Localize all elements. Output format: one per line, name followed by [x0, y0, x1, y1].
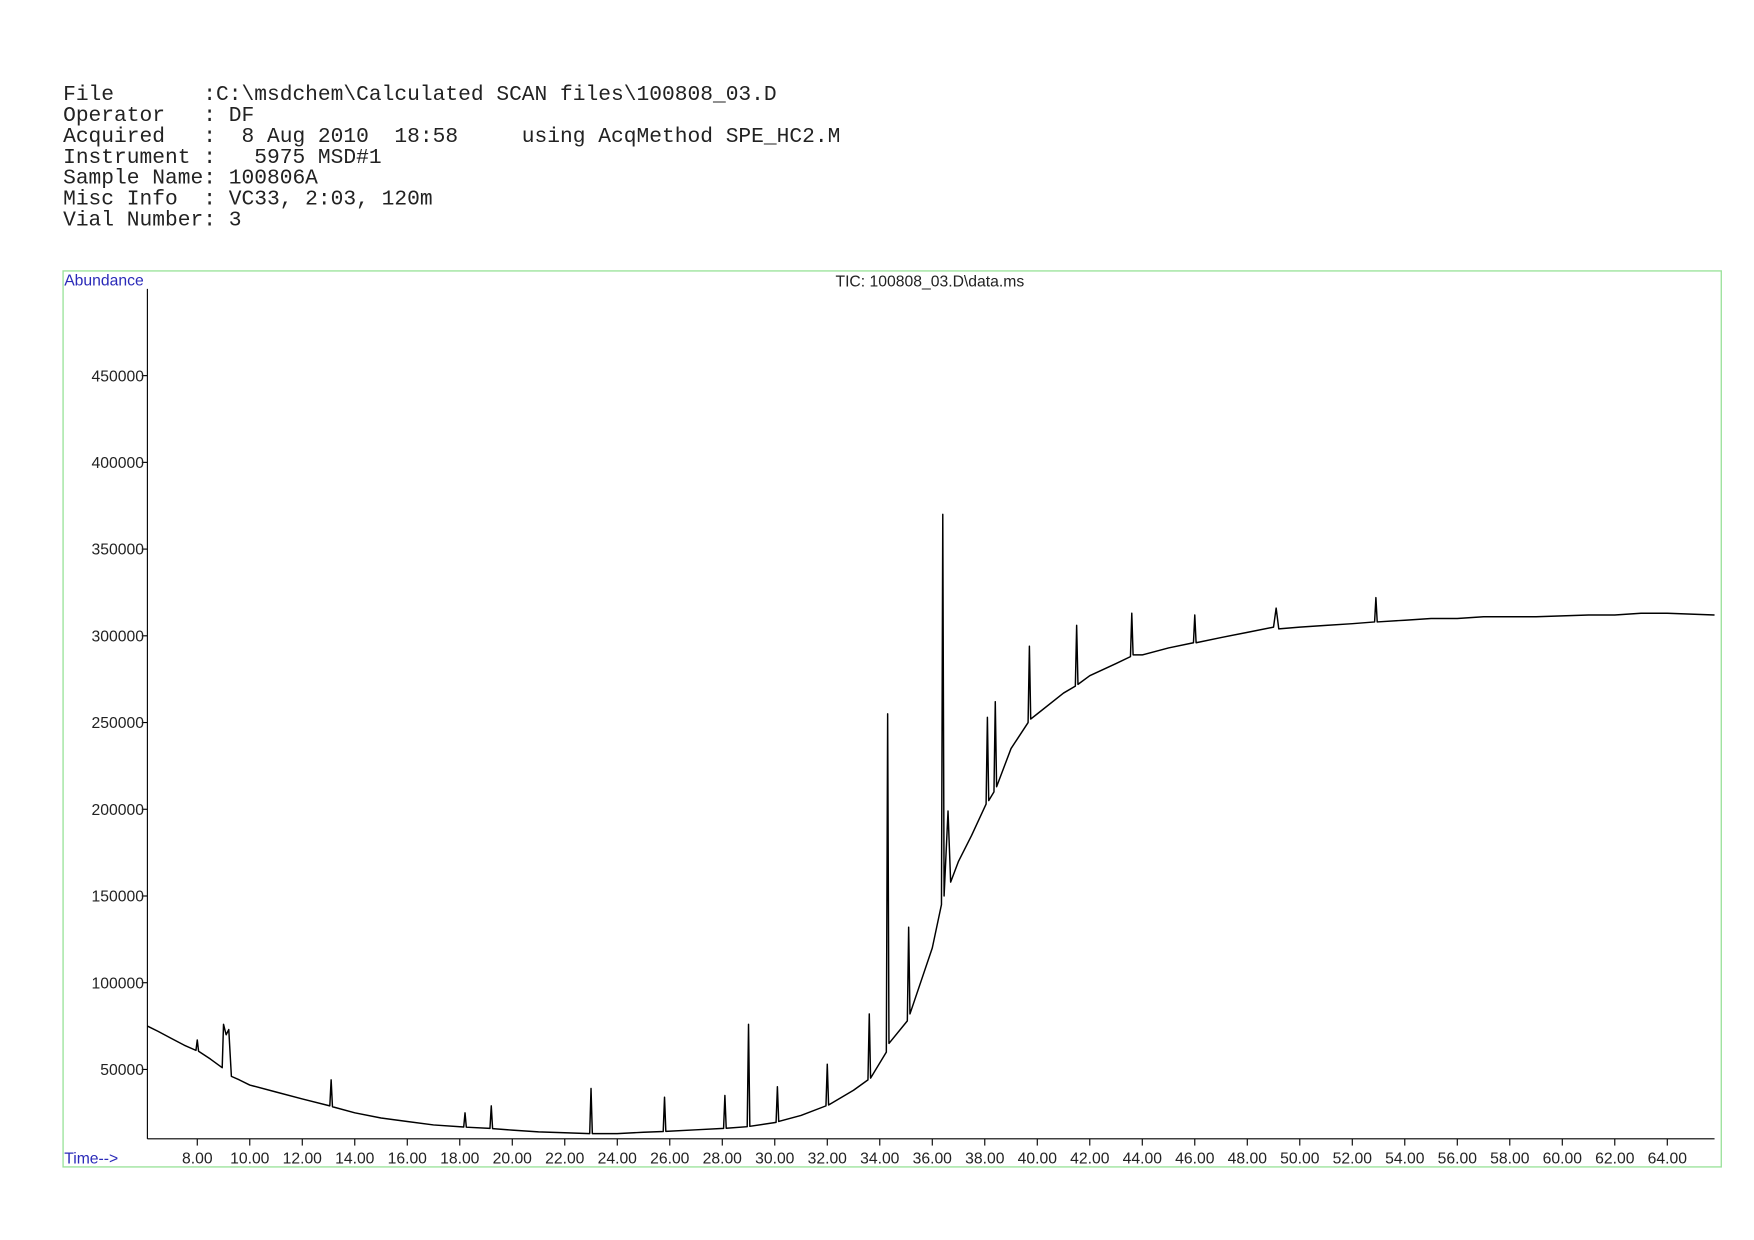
x-tick-label: 18.00	[440, 1151, 480, 1168]
header-line: Vial Number: 3	[63, 209, 241, 233]
x-tick-label: 62.00	[1595, 1151, 1635, 1168]
header-line: Acquired : 8 Aug 2010 18:58 using AcqMet…	[63, 125, 840, 149]
y-tick-label: 350000	[92, 542, 145, 559]
y-tick-label: 200000	[92, 802, 145, 819]
y-tick-label: 150000	[92, 889, 145, 906]
x-tick-label: 42.00	[1070, 1151, 1110, 1168]
x-tick-label: 30.00	[755, 1151, 795, 1168]
y-tick-label: 450000	[92, 368, 145, 385]
y-axis-label: Abundance	[64, 273, 144, 290]
x-tick-label: 36.00	[913, 1151, 953, 1168]
x-tick-label: 46.00	[1175, 1151, 1215, 1168]
x-tick-label: 44.00	[1123, 1151, 1163, 1168]
x-tick-label: 20.00	[493, 1151, 533, 1168]
header-line: File :C:\msdchem\Calculated SCAN files\1…	[63, 83, 777, 107]
x-tick-label: 56.00	[1438, 1151, 1478, 1168]
x-tick-label: 64.00	[1648, 1151, 1688, 1168]
header-line: Instrument : 5975 MSD#1	[63, 146, 382, 170]
x-tick-label: 16.00	[388, 1151, 428, 1168]
header-line: Misc Info : VC33, 2:03, 120m	[63, 188, 433, 212]
plot-frame	[62, 270, 1722, 1168]
y-tick-label: 400000	[92, 455, 145, 472]
x-tick-label: 24.00	[598, 1151, 638, 1168]
header-line: Operator : DF	[63, 104, 254, 128]
y-tick-label: 50000	[100, 1062, 144, 1079]
x-tick-label: 54.00	[1385, 1151, 1425, 1168]
x-tick-label: 14.00	[335, 1151, 375, 1168]
file-header: File :C:\msdchem\Calculated SCAN files\1…	[63, 83, 840, 232]
x-tick-label: 40.00	[1018, 1151, 1058, 1168]
x-axis-label: Time-->	[64, 1151, 118, 1168]
x-tick-label: 60.00	[1543, 1151, 1583, 1168]
x-tick-label: 28.00	[703, 1151, 743, 1168]
x-tick-label: 8.00	[182, 1151, 213, 1168]
chart-title: TIC: 100808_03.D\data.ms	[835, 274, 1024, 291]
x-tick-label: 52.00	[1333, 1151, 1373, 1168]
x-tick-label: 12.00	[283, 1151, 323, 1168]
y-tick-label: 250000	[92, 715, 145, 732]
y-tick-label: 100000	[92, 975, 145, 992]
x-tick-label: 22.00	[545, 1151, 585, 1168]
y-tick-label: 300000	[92, 628, 145, 645]
x-tick-label: 26.00	[650, 1151, 690, 1168]
x-tick-label: 32.00	[808, 1151, 848, 1168]
tic-trace	[147, 513, 1715, 1135]
x-tick-label: 10.00	[230, 1151, 270, 1168]
x-tick-label: 48.00	[1228, 1151, 1268, 1168]
x-tick-label: 38.00	[965, 1151, 1005, 1168]
x-tick-label: 50.00	[1280, 1151, 1320, 1168]
header-line: Sample Name: 100806A	[63, 167, 318, 191]
x-tick-label: 34.00	[860, 1151, 900, 1168]
x-tick-label: 58.00	[1490, 1151, 1530, 1168]
